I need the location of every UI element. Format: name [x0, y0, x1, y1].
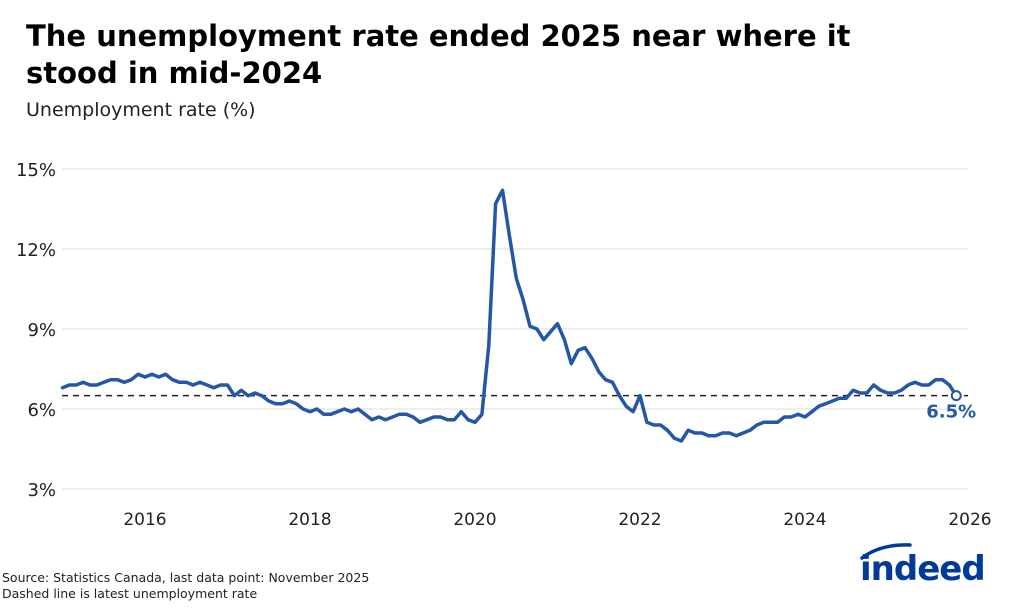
chart-subtitle: Unemployment rate (%): [26, 99, 256, 121]
dashed-line-note: Dashed line is latest unemployment rate: [2, 586, 258, 601]
y-tick-label: 15%: [16, 160, 56, 181]
chart-title: The unemployment rate ended 2025 near wh…: [26, 19, 851, 90]
unemployment-rate-line: [60, 188, 958, 443]
y-tick-label: 6%: [27, 400, 56, 421]
source-note: Source: Statistics Canada, last data poi…: [2, 570, 370, 585]
x-tick-label: 2022: [618, 510, 661, 530]
y-tick-label: 12%: [16, 240, 56, 261]
last-value-label: 6.5%: [926, 402, 976, 423]
last-data-point-marker: [950, 390, 962, 402]
x-tick-label: 2018: [288, 510, 331, 530]
x-tick-label: 2024: [783, 510, 826, 530]
x-tick-label: 2016: [123, 510, 166, 530]
x-tick-label: 2026: [948, 510, 991, 530]
svg-text:indeed: indeed: [860, 549, 985, 585]
y-tick-label: 9%: [27, 320, 56, 341]
x-tick-label: 2020: [453, 510, 496, 530]
y-tick-label: 3%: [27, 480, 56, 501]
indeed-logo: indeed: [858, 540, 998, 589]
